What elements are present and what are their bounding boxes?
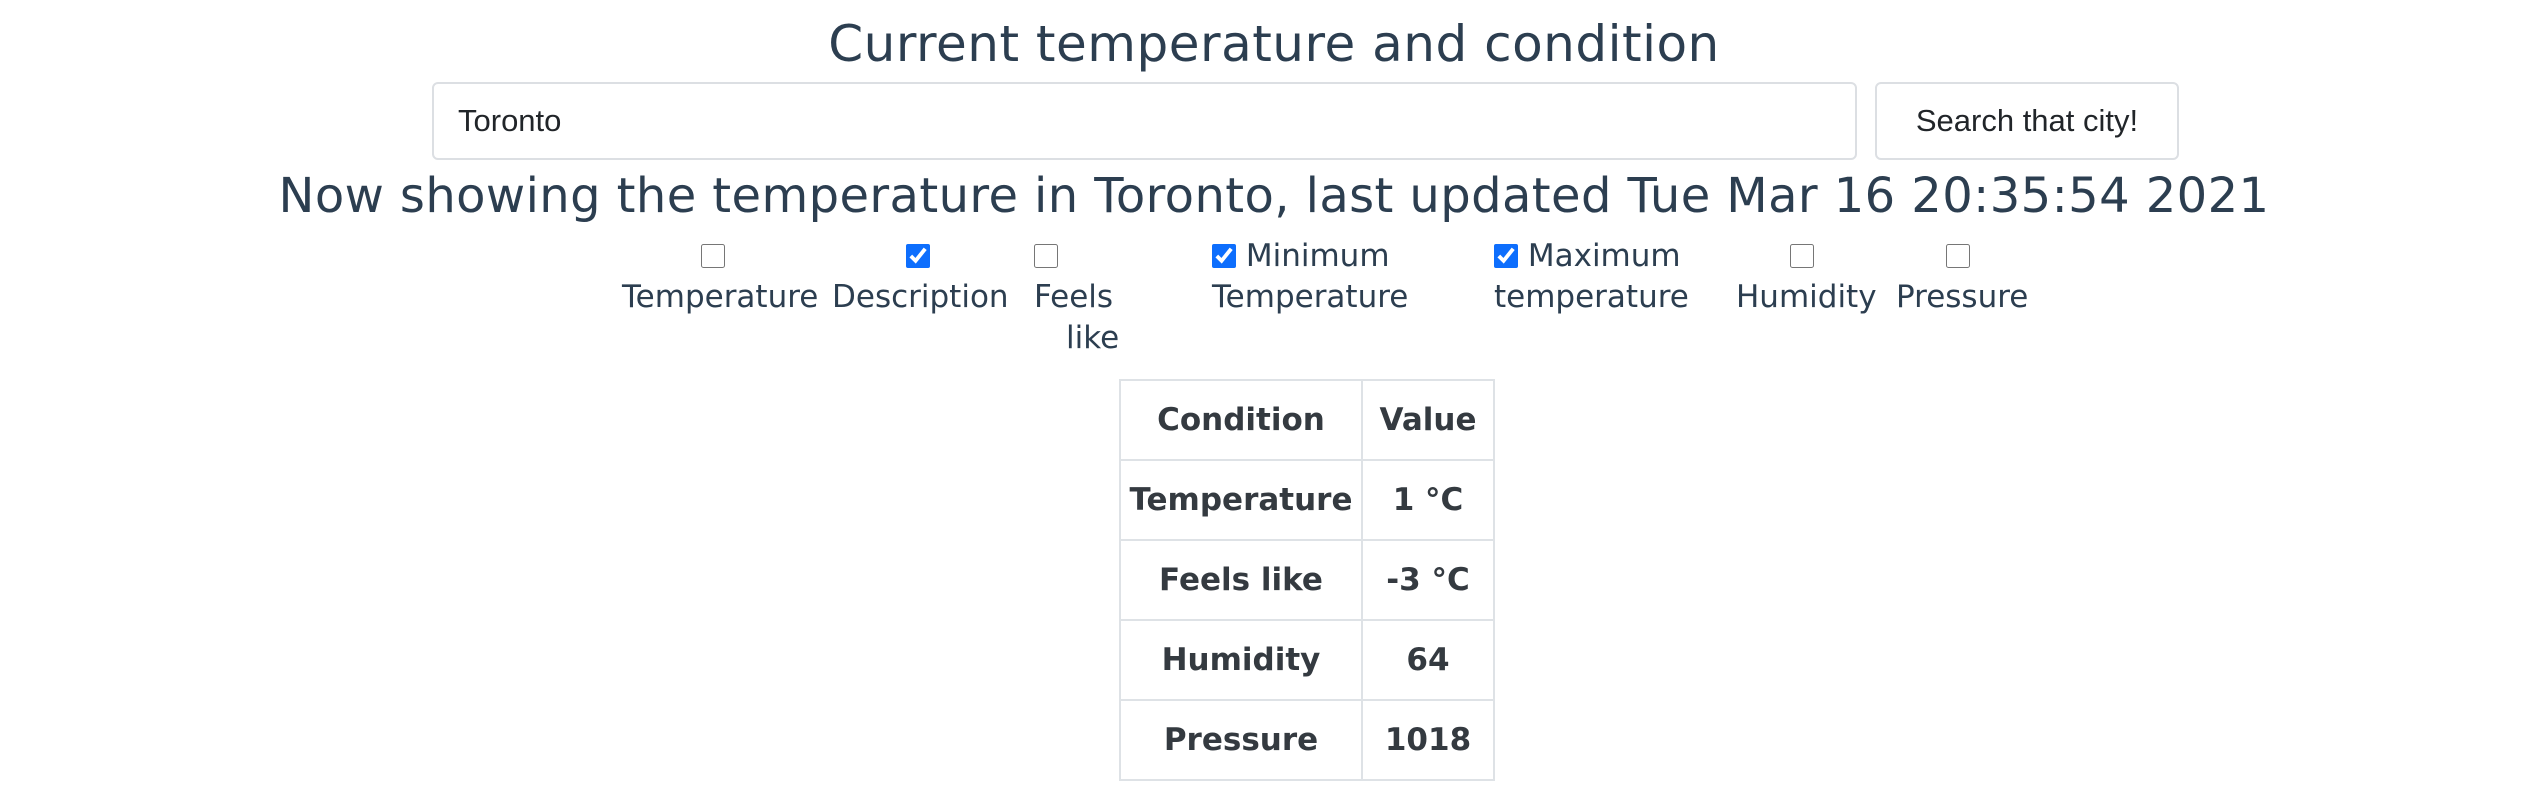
checkbox-temperature[interactable]: [701, 244, 725, 268]
row-value-cell: -3 °C: [1361, 539, 1495, 621]
row-condition-cell: Pressure: [1119, 699, 1363, 781]
checkbox-feels-like[interactable]: [1034, 244, 1058, 268]
option-max-temperature-label-1: Maximum: [1527, 238, 1681, 274]
table-row: Feels like -3 °C: [1119, 539, 1495, 621]
checkbox-max-temperature[interactable]: [1494, 244, 1518, 268]
option-max-temperature: Maximum temperature: [1494, 236, 1690, 318]
checkbox-description[interactable]: [906, 244, 930, 268]
option-description: Description: [832, 236, 1009, 318]
option-humidity: Humidity: [1736, 236, 1877, 318]
option-feels-like: Feels like: [1034, 236, 1144, 359]
search-button[interactable]: Search that city!: [1875, 82, 2179, 160]
option-min-temperature-label-2: Temperature: [1212, 279, 1409, 315]
row-value-cell: 64: [1361, 619, 1495, 701]
checkbox-pressure[interactable]: [1946, 244, 1970, 268]
option-min-temperature: Minimum Temperature: [1212, 236, 1412, 318]
row-condition-cell: Feels like: [1119, 539, 1363, 621]
option-temperature: Temperature: [622, 236, 818, 318]
header-condition: Condition: [1119, 379, 1363, 461]
option-min-temperature-label-1: Minimum: [1245, 238, 1390, 274]
checkbox-min-temperature[interactable]: [1212, 244, 1236, 268]
table-row: Temperature 1 °C: [1119, 459, 1495, 541]
conditions-table: Condition Value Temperature 1 °C Feels l…: [1119, 379, 1495, 781]
checkbox-humidity[interactable]: [1790, 244, 1814, 268]
table-row: Humidity 64: [1119, 619, 1495, 701]
option-pressure: Pressure: [1896, 236, 2028, 318]
option-max-temperature-label-2: temperature: [1494, 279, 1689, 315]
option-pressure-label: Pressure: [1896, 279, 2029, 315]
row-value-cell: 1 °C: [1361, 459, 1495, 541]
row-value-cell: 1018: [1361, 699, 1495, 781]
row-condition-cell: Humidity: [1119, 619, 1363, 701]
option-humidity-label: Humidity: [1736, 279, 1877, 315]
table-header-row: Condition Value: [1119, 379, 1495, 461]
status-line: Now showing the temperature in Toronto, …: [278, 168, 2270, 224]
option-description-label: Description: [832, 279, 1009, 315]
option-feels-like-label-2: like: [1066, 320, 1120, 356]
header-value: Value: [1361, 379, 1495, 461]
table-row: Pressure 1018: [1119, 699, 1495, 781]
city-search-input[interactable]: [432, 82, 1857, 160]
option-feels-like-label-1: Feels: [1034, 279, 1114, 315]
option-temperature-label: Temperature: [622, 279, 819, 315]
page-title: Current temperature and condition: [828, 15, 1720, 73]
row-condition-cell: Temperature: [1119, 459, 1363, 541]
